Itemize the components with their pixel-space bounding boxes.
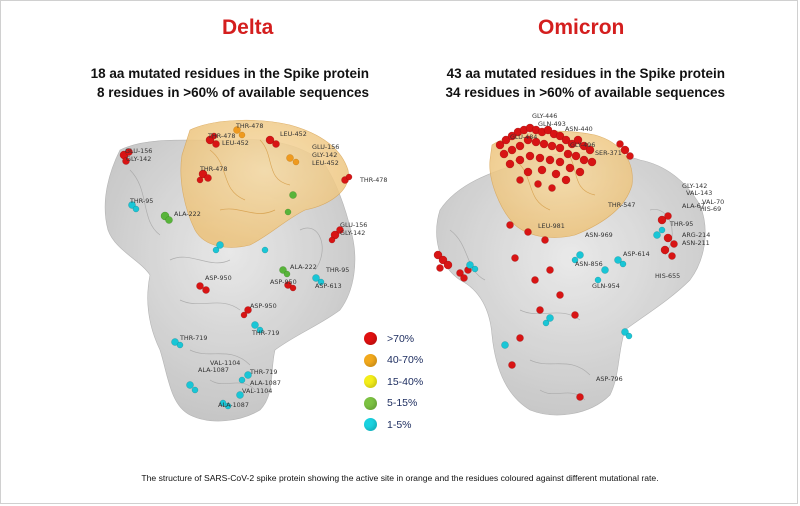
delta-label-17: ASP-950 — [270, 278, 297, 286]
legend-item-40-70: 40-70% — [364, 350, 423, 372]
delta-subtitle-line1: 18 aa mutated residues in the Spike prot… — [90, 66, 369, 81]
delta-label-9: THR-478 — [199, 165, 227, 173]
delta-label-8: LEU-452 — [312, 159, 339, 167]
delta-label-18: ASP-613 — [315, 282, 342, 290]
delta-label-15: THR-95 — [325, 266, 349, 274]
omicron-label-3: GLU-484 — [510, 133, 537, 141]
omicron-active-site-region — [489, 130, 633, 238]
omicron-label-13: ARG-214 — [682, 231, 710, 239]
delta-label-14: ALA-222 — [290, 263, 317, 271]
delta-label-21: THR-719 — [179, 334, 207, 342]
legend-label: 40-70% — [387, 354, 424, 367]
legend-dot-green — [364, 396, 377, 410]
delta-label-16: ASP-950 — [205, 274, 232, 282]
delta-label-0: GLU-156 — [125, 147, 152, 155]
legend-dot-yellow — [364, 375, 377, 389]
omicron-label-10: ALA-67 — [682, 202, 705, 210]
omicron-label-19: GLN-954 — [592, 282, 620, 290]
figure-caption: The structure of SARS-CoV-2 spike protei… — [141, 473, 659, 483]
delta-label-25: ALA-1087 — [250, 379, 281, 387]
omicron-label-6: THR-547 — [607, 201, 635, 209]
omicron-label-14: ASN-211 — [682, 239, 710, 247]
delta-label-11: ALA-222 — [174, 210, 201, 218]
omicron-label-20: HIS-655 — [655, 272, 680, 280]
delta-label-27: ALA-1087 — [218, 401, 249, 409]
legend-label: 1-5% — [387, 418, 412, 431]
delta-label-5: LEU-452 — [222, 139, 249, 147]
delta-label-24: THR-719 — [249, 368, 277, 376]
delta-title: Delta — [222, 16, 274, 39]
legend-item-15-40: 15-40% — [364, 371, 423, 393]
delta-label-7: GLY-142 — [312, 151, 337, 159]
legend-dot-red — [364, 332, 377, 346]
omicron-subtitle-line2: 34 residues in >60% of available sequenc… — [445, 85, 725, 100]
delta-subtitle: 18 aa mutated residues in the Spike prot… — [40, 64, 369, 102]
delta-label-22: VAL-1104 — [210, 359, 240, 367]
legend-item-1-5: 1-5% — [364, 414, 423, 436]
legend-label: 5-15% — [387, 397, 418, 410]
delta-subtitle-line2: 8 residues in >60% of available sequence… — [96, 85, 369, 100]
legend-dot-orange — [364, 353, 377, 367]
omicron-label-18: ASP-796 — [596, 375, 623, 383]
delta-label-26: VAL-1104 — [242, 387, 272, 395]
omicron-label-2: ASN-440 — [565, 125, 593, 133]
omicron-label-1: GLN-493 — [538, 120, 566, 128]
omicron-label-15: ASN-969 — [585, 231, 613, 239]
delta-label-12: GLU-156 — [340, 221, 367, 229]
omicron-label-5: SER-371 — [595, 149, 622, 157]
delta-label-23: ALA-1087 — [198, 366, 229, 374]
delta-label-4: THR-478 — [207, 132, 235, 140]
omicron-label-16: ASN-856 — [575, 260, 603, 268]
delta-label-6: GLU-156 — [312, 143, 339, 151]
omicron-label-9: VAL-70 — [702, 198, 724, 206]
delta-active-site-region — [180, 119, 349, 248]
delta-protein-structure: GLU-156 GLY-142 THR-478 LEU-452 THR-478 … — [104, 119, 387, 422]
omicron-subtitle: 43 aa mutated residues in the Spike prot… — [395, 64, 725, 102]
omicron-label-8: VAL-143 — [686, 189, 712, 197]
delta-label-13: GLY-142 — [340, 229, 365, 237]
omicron-label-21: LEU-981 — [538, 222, 565, 230]
delta-label-3: LEU-452 — [280, 130, 307, 138]
omicron-label-17: ASP-614 — [623, 250, 650, 258]
omicron-label-0: GLY-446 — [532, 112, 557, 120]
omicron-title: Omicron — [538, 16, 625, 39]
omicron-label-7: GLY-142 — [682, 182, 707, 190]
legend-dot-cyan — [364, 418, 377, 432]
delta-label-1: GLY-142 — [126, 155, 151, 163]
omicron-label-11: HIS-69 — [700, 205, 721, 213]
omicron-protein-structure: GLY-446 GLN-493 ASN-440 GLU-484 GLY-496 … — [433, 112, 724, 416]
mutation-rate-legend: >70% 40-70% 15-40% 5-15% 1-5% — [364, 328, 423, 436]
legend-item-5-15: 5-15% — [364, 393, 423, 415]
omicron-subtitle-line1: 43 aa mutated residues in the Spike prot… — [446, 66, 725, 81]
legend-label: >70% — [387, 332, 415, 345]
omicron-label-12: THR-95 — [669, 220, 693, 228]
legend-label: 15-40% — [387, 375, 424, 388]
delta-label-20: THR-719 — [251, 329, 279, 337]
delta-label-9b: THR-478 — [359, 176, 387, 184]
delta-label-19: ASP-950 — [250, 302, 277, 310]
legend-item-over-70: >70% — [364, 328, 423, 350]
delta-label-2: THR-478 — [235, 122, 263, 130]
delta-label-10: THR-95 — [129, 197, 153, 205]
omicron-label-4: GLY-496 — [570, 141, 595, 149]
